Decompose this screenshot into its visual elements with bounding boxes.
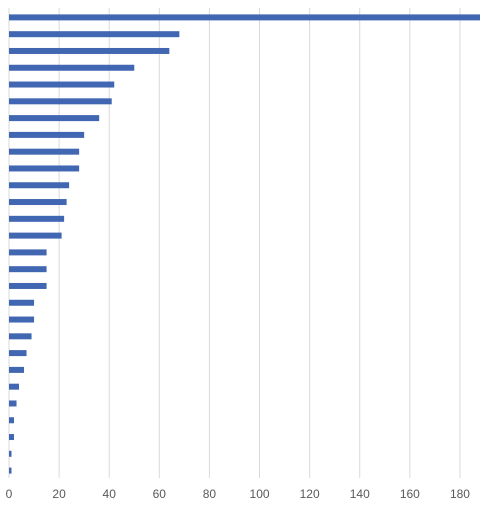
x-tick-label: 80	[203, 487, 217, 501]
bar	[9, 47, 170, 54]
bar	[9, 282, 47, 289]
bar	[9, 266, 47, 273]
bar	[9, 232, 62, 239]
bar	[9, 115, 100, 122]
bar	[9, 400, 17, 407]
bar	[9, 383, 20, 390]
bar	[9, 299, 35, 306]
x-tick-label: 120	[300, 487, 320, 501]
bars	[9, 14, 480, 474]
x-axis-tick-labels: 0 20 40 60 80 100 120 140 160 180	[6, 487, 471, 501]
bar	[9, 131, 85, 138]
x-tick-label: 20	[52, 487, 66, 501]
bar	[9, 148, 80, 155]
bar	[9, 467, 12, 474]
bar	[9, 249, 47, 256]
x-tick-label: 100	[250, 487, 270, 501]
x-tick-label: 0	[6, 487, 13, 501]
bar	[9, 215, 65, 222]
x-tick-label: 40	[103, 487, 117, 501]
bar	[9, 98, 112, 105]
x-tick-label: 60	[153, 487, 167, 501]
bar	[9, 450, 12, 457]
bar	[9, 417, 15, 424]
x-tick-label: 140	[350, 487, 370, 501]
bar	[9, 366, 25, 373]
bar	[9, 199, 67, 206]
bar	[9, 14, 480, 21]
bar	[9, 81, 115, 88]
bar	[9, 182, 70, 189]
x-tick-label: 160	[400, 487, 420, 501]
bar	[9, 165, 80, 172]
bar	[9, 31, 180, 38]
bar	[9, 316, 35, 323]
bar	[9, 333, 32, 340]
bar	[9, 434, 15, 441]
x-tick-label: 180	[450, 487, 470, 501]
bar	[9, 64, 135, 71]
bar	[9, 350, 27, 357]
gridlines	[8, 8, 461, 478]
